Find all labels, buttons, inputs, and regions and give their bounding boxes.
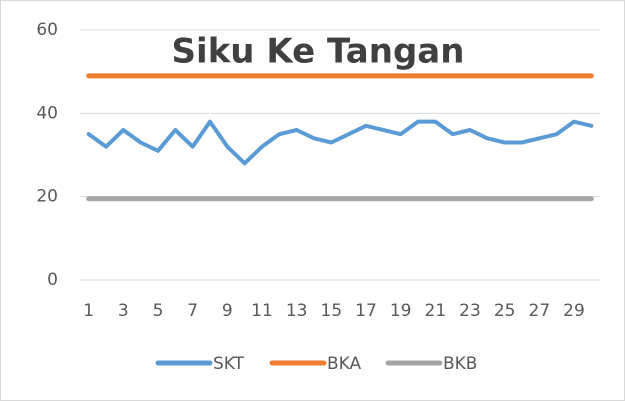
y-tick-label: 20 <box>36 187 58 207</box>
x-tick-label: 15 <box>321 301 343 321</box>
x-tick-label: 11 <box>251 301 273 321</box>
y-tick-label: 0 <box>47 270 58 290</box>
y-tick-label: 60 <box>36 20 58 40</box>
legend-label: SKT <box>213 354 245 374</box>
x-tick-label: 1 <box>83 301 94 321</box>
x-tick-label: 27 <box>529 301 551 321</box>
x-tick-label: 25 <box>494 301 516 321</box>
x-tick-label: 9 <box>222 301 233 321</box>
legend-label: BKA <box>327 354 362 374</box>
x-tick-label: 23 <box>459 301 481 321</box>
chart-title: Siku Ke Tangan <box>172 32 465 72</box>
x-tick-label: 19 <box>390 301 412 321</box>
x-tick-label: 29 <box>563 301 585 321</box>
x-tick-label: 17 <box>355 301 377 321</box>
x-tick-label: 21 <box>425 301 447 321</box>
series-line <box>86 119 594 166</box>
y-tick-label: 40 <box>36 103 58 123</box>
x-tick-label: 13 <box>286 301 308 321</box>
plot <box>86 73 594 202</box>
legend-label: BKB <box>443 354 477 374</box>
x-tick-label: 3 <box>118 301 129 321</box>
x-tick-label: 7 <box>187 301 198 321</box>
x-tick-label: 5 <box>153 301 164 321</box>
